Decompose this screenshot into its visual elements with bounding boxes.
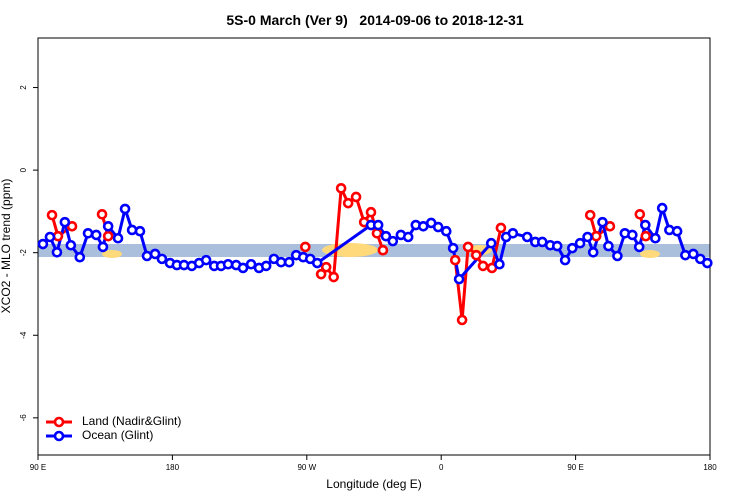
point xyxy=(507,227,519,239)
point xyxy=(567,242,578,254)
point xyxy=(590,230,602,242)
point xyxy=(372,219,384,231)
point xyxy=(604,220,616,232)
point xyxy=(640,219,651,231)
point xyxy=(584,209,596,221)
x-tick-label: 90 W xyxy=(297,463,316,472)
point xyxy=(82,227,94,239)
point xyxy=(65,239,77,251)
point xyxy=(59,216,71,228)
point xyxy=(156,253,168,265)
point xyxy=(134,225,146,237)
point xyxy=(141,250,153,262)
x-tick-label: 180 xyxy=(703,463,717,472)
point xyxy=(37,238,49,250)
point xyxy=(462,241,474,253)
point xyxy=(342,197,354,209)
point xyxy=(440,225,452,237)
legend-label: Ocean (Glint) xyxy=(82,428,153,442)
point xyxy=(453,273,465,285)
point xyxy=(612,250,623,262)
legend-marker xyxy=(53,416,65,428)
y-tick-label: 0 xyxy=(19,167,28,172)
point xyxy=(222,258,234,270)
point xyxy=(470,249,482,261)
point xyxy=(603,240,614,252)
point xyxy=(380,230,392,242)
point xyxy=(627,229,638,241)
point xyxy=(449,254,461,266)
point xyxy=(102,230,114,242)
point xyxy=(52,230,64,242)
point xyxy=(656,202,668,214)
point xyxy=(559,254,571,266)
point xyxy=(320,261,332,273)
point xyxy=(582,231,593,243)
point xyxy=(687,248,699,260)
point xyxy=(102,220,114,232)
y-tick-label: -4 xyxy=(19,331,28,339)
x-tick-label: 180 xyxy=(166,463,180,472)
legend-marker xyxy=(53,430,65,442)
y-tick-label: 2 xyxy=(19,85,28,90)
point xyxy=(456,314,468,326)
point xyxy=(495,222,507,234)
point xyxy=(671,225,683,237)
point xyxy=(587,246,599,258)
point xyxy=(634,208,646,220)
x-tick-label: 90 E xyxy=(567,463,583,472)
y-axis-label: XCO2 - MLO trend (ppm) xyxy=(0,179,13,314)
point xyxy=(597,216,608,228)
point xyxy=(96,208,108,220)
point xyxy=(494,258,505,270)
point xyxy=(74,251,86,263)
legend-label: Land (Nadir&Glint) xyxy=(82,414,181,428)
point xyxy=(447,242,459,254)
point xyxy=(112,232,124,244)
chart-title: 5S-0 March (Ver 9) 2014-09-06 to 2018-12… xyxy=(226,12,523,28)
point xyxy=(46,209,58,221)
point xyxy=(574,237,586,249)
y-tick-label: -2 xyxy=(19,249,28,257)
x-axis-label: Longitude (deg E) xyxy=(326,477,421,491)
plot-frame xyxy=(37,37,711,456)
point xyxy=(521,231,533,243)
x-tick-label: 90 E xyxy=(30,463,46,472)
point xyxy=(551,240,563,252)
band-patch xyxy=(640,250,660,258)
point xyxy=(650,232,661,244)
y-tick-label: -6 xyxy=(19,414,28,422)
point xyxy=(328,271,339,283)
point xyxy=(44,231,56,243)
point xyxy=(387,235,399,247)
point xyxy=(245,258,257,270)
point xyxy=(149,248,161,260)
point xyxy=(477,260,489,272)
point xyxy=(300,241,311,253)
band-patch xyxy=(102,250,122,258)
point xyxy=(350,191,362,203)
point xyxy=(633,241,645,253)
point xyxy=(702,257,713,269)
point xyxy=(315,268,327,280)
point xyxy=(90,229,102,241)
point xyxy=(260,260,272,272)
point xyxy=(335,182,347,194)
point xyxy=(377,244,389,256)
point xyxy=(432,221,444,233)
point xyxy=(97,241,109,253)
x-tick-label: 0 xyxy=(439,463,444,472)
point xyxy=(283,256,295,268)
point xyxy=(119,203,131,215)
point xyxy=(402,231,414,243)
point xyxy=(640,230,652,242)
point xyxy=(237,262,249,274)
point xyxy=(371,227,383,239)
point xyxy=(485,237,497,249)
point xyxy=(51,246,63,258)
point xyxy=(200,254,212,266)
point xyxy=(365,206,377,218)
point xyxy=(311,257,323,269)
